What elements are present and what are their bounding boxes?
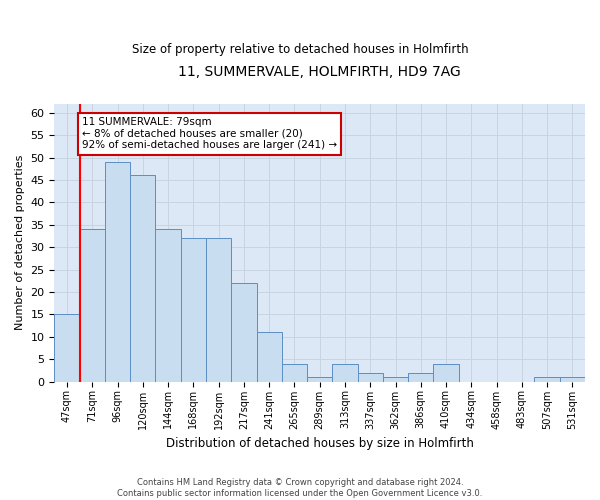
Bar [80, 230, 105, 382]
Text: Contains HM Land Registry data © Crown copyright and database right 2024.
Contai: Contains HM Land Registry data © Crown c… [118, 478, 482, 498]
Bar [560, 377, 585, 382]
X-axis label: Distribution of detached houses by size in Holmfirth: Distribution of detached houses by size … [166, 437, 473, 450]
Text: Size of property relative to detached houses in Holmfirth: Size of property relative to detached ho… [131, 42, 469, 56]
Bar [282, 364, 307, 382]
Y-axis label: Number of detached properties: Number of detached properties [15, 155, 25, 330]
Bar [206, 238, 231, 382]
Bar [332, 364, 358, 382]
Bar [535, 377, 560, 382]
Bar [433, 364, 458, 382]
Bar [55, 314, 80, 382]
Bar [130, 176, 155, 382]
Bar [307, 377, 332, 382]
Bar [105, 162, 130, 382]
Bar [257, 332, 282, 382]
Bar [383, 377, 408, 382]
Bar [155, 230, 181, 382]
Bar [231, 283, 257, 382]
Bar [408, 372, 433, 382]
Bar [181, 238, 206, 382]
Title: 11, SUMMERVALE, HOLMFIRTH, HD9 7AG: 11, SUMMERVALE, HOLMFIRTH, HD9 7AG [178, 65, 461, 79]
Bar [358, 372, 383, 382]
Text: 11 SUMMERVALE: 79sqm
← 8% of detached houses are smaller (20)
92% of semi-detach: 11 SUMMERVALE: 79sqm ← 8% of detached ho… [82, 117, 337, 150]
